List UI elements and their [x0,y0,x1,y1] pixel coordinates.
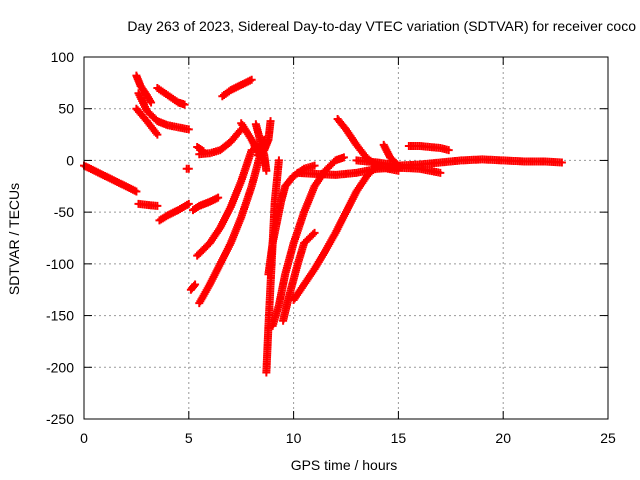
data-point-marker [394,161,403,170]
data-series-20 [264,161,319,279]
data-point-marker [214,193,223,202]
data-series-18 [253,117,275,160]
y-tick-label: -150 [46,308,74,324]
data-series-14 [193,146,256,260]
y-axis-label: SDTVAR / TECUs [6,183,22,295]
x-tick-label: 10 [286,430,302,446]
data-point-marker [266,117,275,126]
x-tick-label: 20 [495,430,511,446]
data-points [80,71,566,377]
data-point-marker [147,98,156,107]
data-point-marker [153,201,162,210]
data-series-27 [379,140,403,170]
plot-frame [83,56,609,420]
data-point-marker [436,168,445,177]
data-point-marker [274,156,283,165]
data-series-26 [352,155,566,170]
data-point-marker [190,281,199,290]
y-tick-label: 100 [51,49,75,65]
x-tick-label: 5 [185,430,193,446]
data-point-marker [310,228,319,237]
data-series-13 [218,75,256,101]
data-point-marker [557,158,566,167]
x-tick-labels: 0 5 10 15 20 25 [80,430,616,446]
y-tick-label: -100 [46,256,74,272]
data-point-marker [191,280,200,289]
data-series-12 [195,125,246,159]
data-point-marker [309,230,318,239]
data-series-23 [289,161,382,305]
tick-marks [83,56,609,420]
y-tick-label: 50 [58,101,74,117]
data-series-8 [182,164,193,173]
y-tick-labels: 100 50 0 -50 -100 -150 -200 -250 [46,49,74,427]
data-point-marker [444,146,453,155]
grid-lines [84,57,608,419]
data-point-marker [184,164,193,173]
data-point-marker [184,125,193,134]
data-series-28 [404,141,453,155]
data-series-10 [186,280,200,294]
data-series-1 [80,161,141,196]
chart-title: Day 263 of 2023, Sidereal Day-to-day VTE… [127,18,636,34]
y-tick-label: 0 [66,152,74,168]
data-point-marker [247,75,256,84]
data-point-marker [393,160,402,169]
data-series-4 [132,71,156,107]
data-series-7 [155,199,193,225]
y-tick-label: -250 [46,411,74,427]
data-point-marker [153,130,162,139]
data-series-3 [132,104,162,139]
y-tick-label: -50 [54,204,74,220]
data-series-2 [134,199,162,210]
data-series-5 [134,89,193,134]
data-point-marker [339,153,348,162]
x-tick-label: 25 [600,430,616,446]
data-point-marker [184,199,193,208]
data-series-22 [279,228,319,325]
data-point-marker [310,161,319,170]
data-point-marker [132,187,141,196]
x-tick-label: 15 [391,430,407,446]
data-series-21 [268,153,348,330]
x-axis-label: GPS time / hours [291,457,398,473]
y-tick-label: -200 [46,359,74,375]
x-tick-label: 0 [80,430,88,446]
data-series-15 [195,135,269,308]
data-series-6 [153,84,189,109]
data-point-marker [262,166,271,175]
data-series-9 [188,193,223,215]
data-point-marker [180,100,189,109]
